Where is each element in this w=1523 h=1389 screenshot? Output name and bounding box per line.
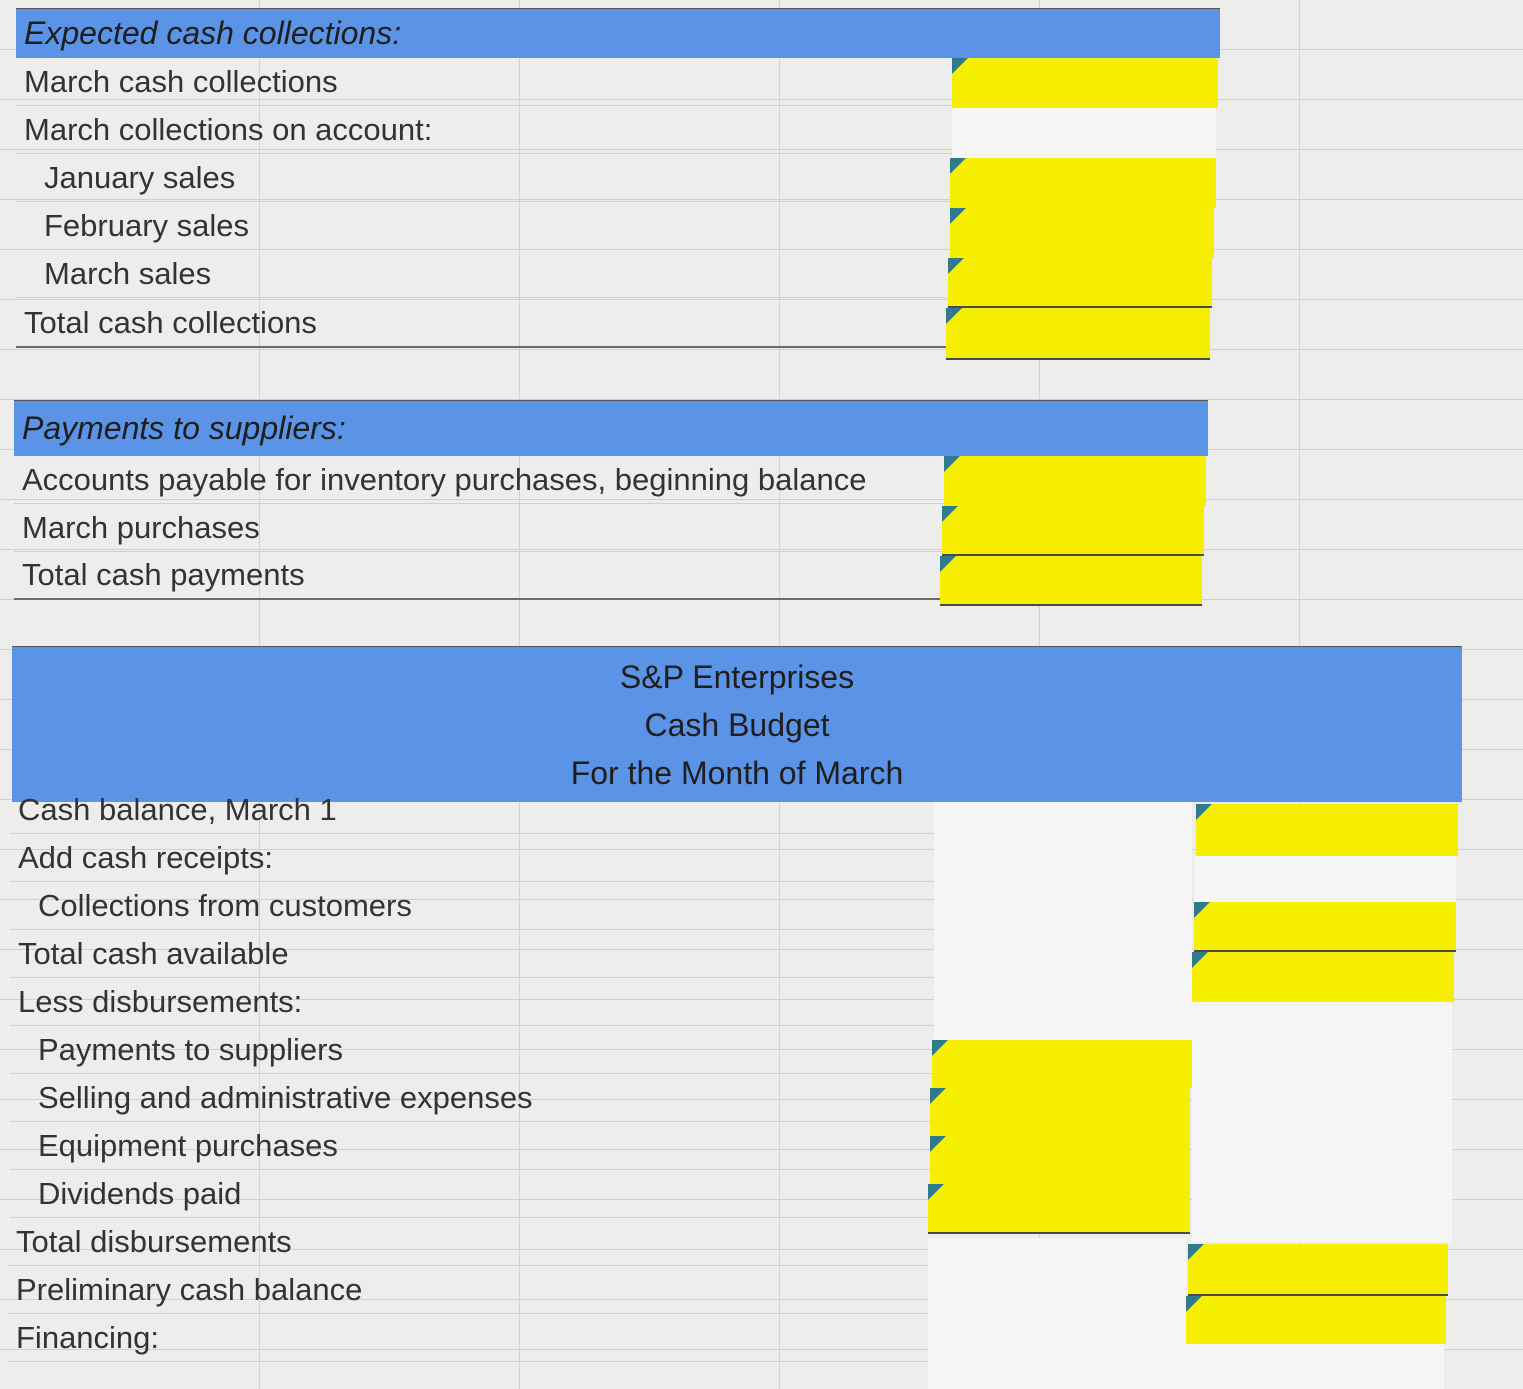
row-add-cash-receipts[interactable]: Add cash receipts:	[10, 834, 936, 882]
input-cell-total-disbursements[interactable]	[1188, 1244, 1448, 1296]
row-label: Cash balance, March 1	[18, 791, 337, 827]
input-cell-total-cash-payments[interactable]	[940, 556, 1202, 606]
input-indicator-icon	[1186, 1296, 1202, 1312]
input-cell-selling-admin-expenses[interactable]	[930, 1088, 1190, 1136]
input-cell-payments-to-suppliers[interactable]	[932, 1040, 1192, 1088]
report-period: For the Month of March	[570, 754, 904, 791]
input-cell-february-sales[interactable]	[950, 208, 1214, 258]
row-label: Total disbursements	[16, 1223, 292, 1259]
input-cell-equipment-purchases[interactable]	[930, 1136, 1190, 1184]
row-preliminary-cash-balance[interactable]: Preliminary cash balance	[8, 1266, 934, 1314]
input-cell-total-cash-available[interactable]	[1192, 952, 1454, 1002]
budget-column-1[interactable]	[934, 802, 1192, 1042]
input-indicator-icon	[928, 1184, 944, 1200]
row-march-sales[interactable]: March sales	[16, 250, 952, 298]
input-indicator-icon	[948, 258, 964, 274]
row-label: January sales	[44, 159, 236, 195]
budget-column-1-blank[interactable]	[928, 1238, 1186, 1389]
budget-column-2-blank[interactable]	[1192, 1002, 1452, 1242]
row-label: Add cash receipts:	[18, 839, 274, 875]
input-cell-accounts-payable-beginning[interactable]	[944, 456, 1206, 506]
input-indicator-icon	[940, 556, 956, 572]
input-cell-preliminary-cash-balance[interactable]	[1186, 1296, 1446, 1344]
row-total-cash-collections[interactable]: Total cash collections	[16, 300, 952, 348]
row-cash-balance-march-1[interactable]: Cash balance, March 1	[10, 786, 936, 834]
row-february-sales[interactable]: February sales	[16, 202, 952, 250]
row-label: Total cash available	[18, 935, 289, 971]
input-indicator-icon	[930, 1136, 946, 1152]
row-label: Dividends paid	[38, 1175, 242, 1211]
input-cell-march-sales[interactable]	[948, 258, 1212, 308]
input-cell-collections-from-customers[interactable]	[1194, 902, 1456, 952]
row-less-disbursements[interactable]: Less disbursements:	[10, 978, 936, 1026]
row-total-cash-payments[interactable]: Total cash payments	[14, 552, 944, 600]
input-cell-dividends-paid[interactable]	[928, 1184, 1190, 1234]
input-cell-cash-balance-march-1[interactable]	[1196, 804, 1458, 856]
row-label: Preliminary cash balance	[16, 1271, 363, 1307]
input-indicator-icon	[932, 1040, 948, 1056]
expected-cash-collections-header: Expected cash collections:	[16, 8, 1220, 58]
header-label: Payments to suppliers:	[22, 410, 346, 446]
input-indicator-icon	[944, 456, 960, 472]
row-dividends-paid[interactable]: Dividends paid	[10, 1170, 936, 1218]
company-name: S&P Enterprises	[619, 658, 855, 695]
input-indicator-icon	[952, 58, 968, 74]
row-label: Financing:	[16, 1319, 160, 1355]
row-march-cash-collections[interactable]: March cash collections	[16, 58, 952, 106]
input-indicator-icon	[942, 506, 958, 522]
input-indicator-icon	[950, 158, 966, 174]
row-label: March sales	[44, 255, 212, 291]
input-indicator-icon	[946, 308, 962, 324]
row-total-cash-available[interactable]: Total cash available	[10, 930, 936, 978]
row-label: March collections on account:	[24, 111, 433, 147]
input-cell-total-cash-collections[interactable]	[946, 308, 1210, 360]
row-january-sales[interactable]: January sales	[16, 154, 952, 202]
row-total-disbursements[interactable]: Total disbursements	[8, 1218, 934, 1266]
row-label: March purchases	[22, 509, 260, 545]
blank-cell[interactable]	[952, 108, 1216, 158]
input-indicator-icon	[950, 208, 966, 224]
row-label: Collections from customers	[38, 887, 412, 923]
input-indicator-icon	[1196, 804, 1212, 820]
row-march-collections-on-account[interactable]: March collections on account:	[16, 106, 952, 154]
row-accounts-payable-beginning[interactable]: Accounts payable for inventory purchases…	[14, 456, 944, 504]
input-indicator-icon	[930, 1088, 946, 1104]
payments-to-suppliers-header: Payments to suppliers:	[14, 400, 1208, 456]
row-label: Payments to suppliers	[38, 1031, 343, 1067]
cash-budget-header: S&P Enterprises Cash Budget For the Mont…	[12, 646, 1462, 802]
input-cell-march-purchases[interactable]	[942, 506, 1204, 556]
report-title: Cash Budget	[644, 706, 830, 743]
input-indicator-icon	[1194, 902, 1210, 918]
budget-column-2-blank[interactable]	[1194, 856, 1456, 904]
row-collections-from-customers[interactable]: Collections from customers	[10, 882, 936, 930]
row-label: Less disbursements:	[18, 983, 303, 1019]
input-indicator-icon	[1192, 952, 1208, 968]
row-march-purchases[interactable]: March purchases	[14, 504, 944, 552]
row-payments-to-suppliers[interactable]: Payments to suppliers	[10, 1026, 936, 1074]
input-indicator-icon	[1188, 1244, 1204, 1260]
budget-column-2-blank[interactable]	[1186, 1344, 1444, 1389]
row-label: March cash collections	[24, 63, 338, 99]
row-selling-admin-expenses[interactable]: Selling and administrative expenses	[10, 1074, 936, 1122]
input-cell-january-sales[interactable]	[950, 158, 1216, 208]
row-label: Total cash payments	[22, 557, 305, 592]
input-cell-march-cash-collections[interactable]	[952, 58, 1218, 108]
row-equipment-purchases[interactable]: Equipment purchases	[10, 1122, 936, 1170]
row-financing[interactable]: Financing:	[8, 1314, 934, 1362]
row-label: Accounts payable for inventory purchases…	[22, 461, 867, 497]
row-label: Selling and administrative expenses	[38, 1079, 533, 1115]
row-label: Total cash collections	[24, 305, 317, 340]
row-label: February sales	[44, 207, 250, 243]
header-label: Expected cash collections:	[24, 15, 402, 51]
row-label: Equipment purchases	[38, 1127, 338, 1163]
